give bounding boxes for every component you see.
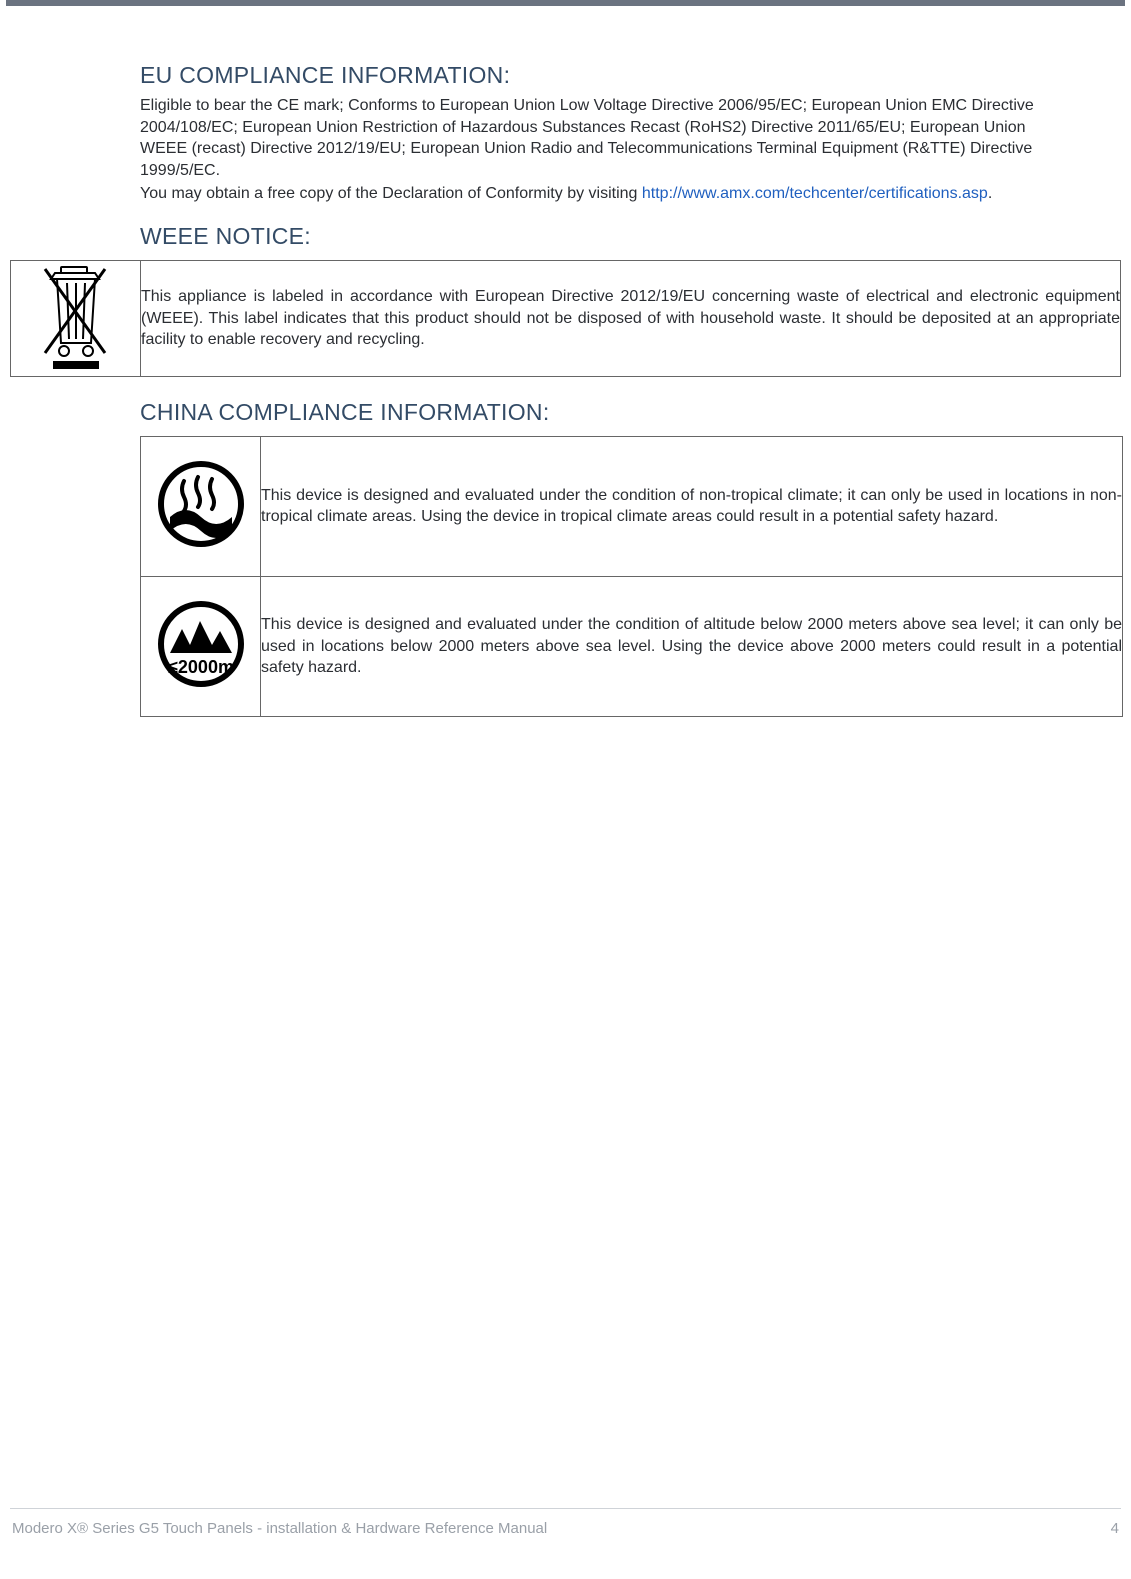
china-row-1: This device is designed and evaluated un… <box>141 436 1123 576</box>
footer-page-number: 4 <box>1111 1520 1119 1537</box>
page-footer: Modero X® Series G5 Touch Panels - insta… <box>12 1520 1119 1537</box>
footer-title: Modero X® Series G5 Touch Panels - insta… <box>12 1520 547 1537</box>
non-tropical-climate-icon <box>156 536 246 553</box>
weee-text: This appliance is labeled in accordance … <box>141 286 1120 351</box>
china-text-cell-2: This device is designed and evaluated un… <box>261 576 1123 716</box>
china-compliance-heading: CHINA COMPLIANCE INFORMATION: <box>140 399 1131 426</box>
china-text-1: This device is designed and evaluated un… <box>261 485 1122 528</box>
eu-compliance-paragraph-2: You may obtain a free copy of the Declar… <box>140 183 1041 205</box>
eu-paragraph2-suffix: . <box>988 185 992 202</box>
china-text-2: This device is designed and evaluated un… <box>261 614 1122 679</box>
footer-rule <box>10 1508 1121 1509</box>
eu-paragraph2-prefix: You may obtain a free copy of the Declar… <box>140 185 642 202</box>
china-row-2: ≤2000m This device is designed and evalu… <box>141 576 1123 716</box>
weee-row: This appliance is labeled in accordance … <box>11 260 1121 376</box>
china-icon-cell-2: ≤2000m <box>141 576 261 716</box>
weee-notice-heading: WEEE NOTICE: <box>140 223 1131 250</box>
weee-bin-icon <box>31 358 121 375</box>
eu-compliance-heading: EU COMPLIANCE INFORMATION: <box>140 62 1131 89</box>
certifications-link[interactable]: http://www.amx.com/techcenter/certificat… <box>642 185 988 202</box>
china-text-cell-1: This device is designed and evaluated un… <box>261 436 1123 576</box>
china-icon-cell-1 <box>141 436 261 576</box>
altitude-icon-label: ≤2000m <box>168 657 234 677</box>
top-rule <box>6 0 1125 6</box>
eu-compliance-paragraph-1: Eligible to bear the CE mark; Conforms t… <box>140 95 1041 181</box>
weee-table: This appliance is labeled in accordance … <box>10 260 1121 377</box>
weee-text-cell: This appliance is labeled in accordance … <box>141 260 1121 376</box>
china-table: This device is designed and evaluated un… <box>140 436 1123 717</box>
altitude-2000m-icon: ≤2000m <box>156 676 246 693</box>
page-content: EU COMPLIANCE INFORMATION: Eligible to b… <box>0 50 1131 717</box>
weee-icon-cell <box>11 260 141 376</box>
page: EU COMPLIANCE INFORMATION: Eligible to b… <box>0 0 1131 1579</box>
